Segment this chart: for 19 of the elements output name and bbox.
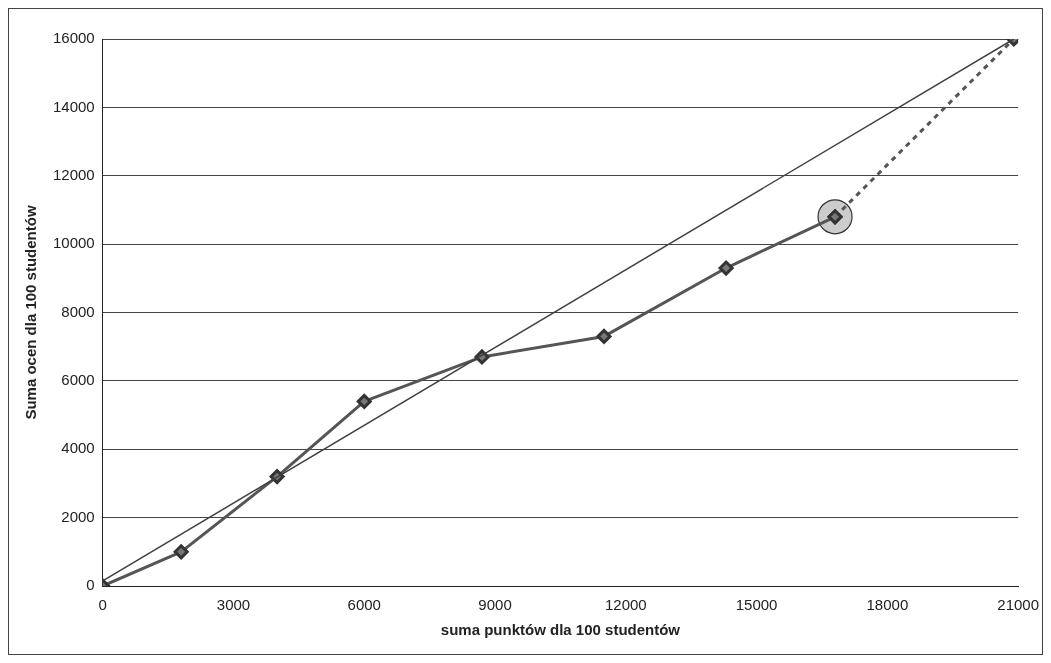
y-tick-label: 16000 xyxy=(52,29,95,47)
y-tick-label: 2000 xyxy=(61,507,95,525)
x-tick-label: 9000 xyxy=(478,596,512,614)
x-tick-label: 18000 xyxy=(866,596,909,614)
x-tick-label: 0 xyxy=(98,596,107,614)
x-tick-label: 6000 xyxy=(347,596,381,614)
y-tick-label: 6000 xyxy=(61,371,95,389)
x-axis-title: suma punktów dla 100 studentów xyxy=(440,621,681,639)
y-axis-title: Suma ocen dla 100 studentów xyxy=(22,205,40,420)
y-tick-label: 12000 xyxy=(52,165,95,183)
y-tick-label: 10000 xyxy=(52,234,95,252)
y-tick-label: 0 xyxy=(86,576,95,594)
x-tick-label: 12000 xyxy=(604,596,647,614)
y-tick-label: 4000 xyxy=(61,439,95,457)
y-tick-label: 8000 xyxy=(61,302,95,320)
y-tick-label: 14000 xyxy=(52,97,95,115)
x-tick-label: 15000 xyxy=(735,596,778,614)
x-tick-label: 3000 xyxy=(216,596,251,614)
x-tick-label: 21000 xyxy=(997,596,1039,614)
